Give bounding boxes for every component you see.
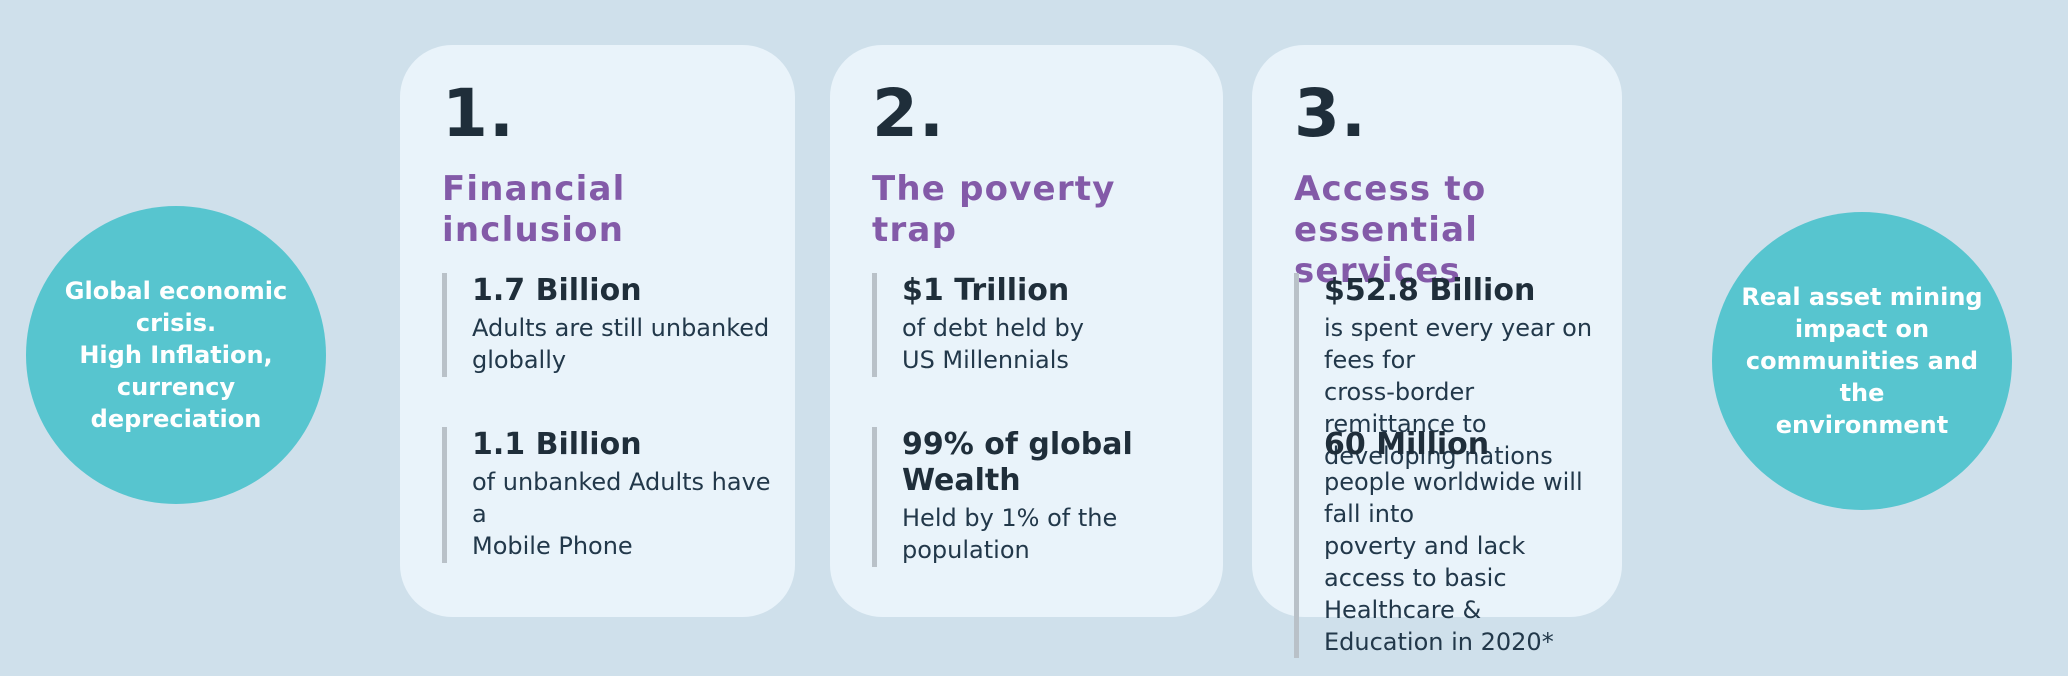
left-context-circle: Global economic crisis. High Inflation, … [26,206,326,504]
stat-value: $52.8 Billion [1324,273,1536,308]
stat-value: 1.7 Billion [472,273,642,308]
card-access-essential-services: 3. Access to essential services $52.8 Bi… [1252,45,1622,659]
stat-description: Adults are still unbanked globally [472,314,770,374]
stat-block: $52.8 Billion is spent every year on fee… [1294,273,1598,473]
stat-value: $1 Trillion [902,273,1070,308]
stat-block: 99% of global Wealth Held by 1% of the p… [872,427,1199,567]
stat-block: 1.7 Billion Adults are still unbanked gl… [442,273,771,377]
card-poverty-trap: 2. The poverty trap $1 Trillion of debt … [830,45,1223,617]
stat-description: of unbanked Adults have a Mobile Phone [472,468,771,560]
right-circle-text: Real asset mining impact on communities … [1741,282,1983,440]
stat-description: is spent every year on fees for cross-bo… [1324,314,1593,470]
card-number: 1. [442,75,515,152]
stat-description: people worldwide will fall into poverty … [1324,468,1583,656]
card-number: 2. [872,75,945,152]
stat-block: 60 Million people worldwide will fall in… [1294,427,1598,659]
stat-block: $1 Trillion of debt held by US Millennia… [872,273,1199,377]
stat-value: 99% of global Wealth [902,427,1133,498]
card-financial-inclusion: 1. Financial inclusion 1.7 Billion Adult… [400,45,795,617]
card-title: The poverty trap [872,169,1116,250]
stat-value: 60 Million [1324,427,1490,462]
stat-description: of debt held by US Millennials [902,314,1084,374]
stat-description: Held by 1% of the population [902,504,1118,564]
left-circle-text: Global economic crisis. High Inflation, … [64,276,288,434]
card-number: 3. [1294,75,1367,152]
card-title: Access to essential services [1294,169,1487,291]
stat-value: 1.1 Billion [472,427,642,462]
card-title: Financial inclusion [442,169,626,250]
stat-block: 1.1 Billion of unbanked Adults have a Mo… [442,427,771,563]
right-context-circle: Real asset mining impact on communities … [1712,212,2012,510]
